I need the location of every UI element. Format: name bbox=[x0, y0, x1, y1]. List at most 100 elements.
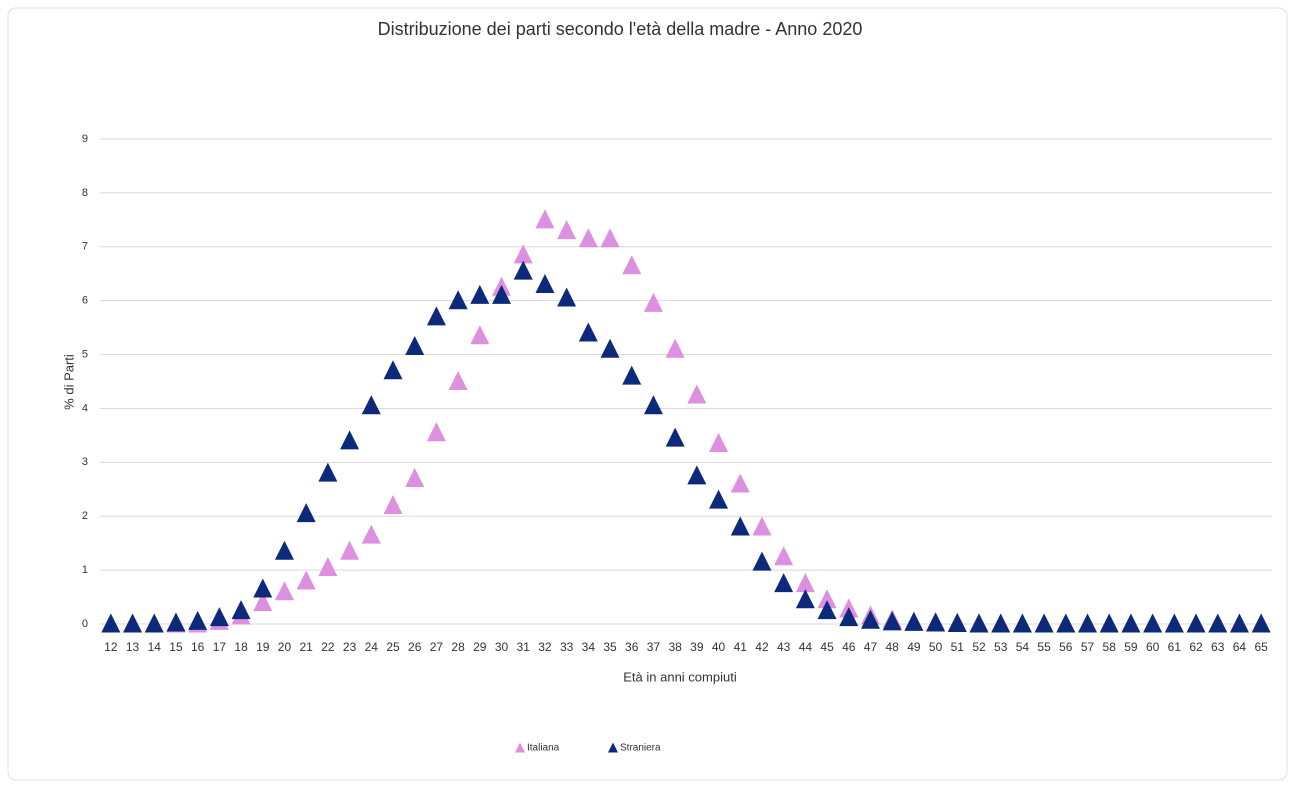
point-marker bbox=[340, 540, 360, 560]
x-tick-label: 25 bbox=[386, 640, 400, 654]
x-tick-label: 38 bbox=[668, 640, 682, 654]
point-marker bbox=[426, 422, 446, 442]
x-tick-label: 19 bbox=[256, 640, 270, 654]
point-marker bbox=[557, 220, 577, 240]
x-tick-label: 45 bbox=[820, 640, 834, 654]
point-marker bbox=[1078, 613, 1098, 633]
x-tick-label: 47 bbox=[864, 640, 878, 654]
point-marker bbox=[752, 551, 772, 571]
chart-frame bbox=[7, 7, 1288, 781]
point-marker bbox=[253, 591, 273, 611]
point-marker bbox=[253, 578, 273, 598]
point-marker bbox=[405, 336, 425, 356]
y-tick-label: 6 bbox=[82, 295, 88, 307]
x-tick-label: 34 bbox=[582, 640, 596, 654]
x-tick-label: 30 bbox=[495, 640, 509, 654]
point-marker bbox=[1099, 613, 1119, 633]
x-tick-label: 60 bbox=[1146, 640, 1160, 654]
point-marker bbox=[795, 573, 815, 593]
y-tick-label: 7 bbox=[82, 241, 88, 253]
point-marker bbox=[101, 613, 121, 633]
x-tick-label: 14 bbox=[148, 640, 162, 654]
x-tick-label: 46 bbox=[842, 640, 856, 654]
x-tick-label: 48 bbox=[886, 640, 900, 654]
point-marker bbox=[774, 546, 794, 566]
x-tick-label: 42 bbox=[755, 640, 769, 654]
point-marker bbox=[557, 287, 577, 307]
point-marker bbox=[448, 290, 468, 310]
y-tick-label: 9 bbox=[82, 133, 88, 145]
point-marker bbox=[209, 607, 229, 627]
x-tick-label: 15 bbox=[169, 640, 183, 654]
x-tick-label: 65 bbox=[1254, 640, 1268, 654]
x-tick-label: 61 bbox=[1168, 640, 1182, 654]
x-tick-label: 52 bbox=[972, 640, 986, 654]
point-marker bbox=[361, 395, 381, 415]
x-axis-label: Età in anni compiuti bbox=[623, 669, 737, 684]
point-marker bbox=[752, 516, 772, 536]
x-tick-label: 29 bbox=[473, 640, 487, 654]
point-marker bbox=[274, 540, 294, 560]
point-marker bbox=[166, 612, 186, 632]
point-marker bbox=[860, 609, 880, 629]
point-marker bbox=[578, 228, 598, 248]
x-tick-label: 16 bbox=[191, 640, 205, 654]
x-tick-label: 49 bbox=[907, 640, 921, 654]
point-marker bbox=[123, 613, 143, 633]
point-marker bbox=[274, 581, 294, 601]
point-marker bbox=[817, 589, 837, 609]
point-marker bbox=[622, 255, 642, 275]
point-marker bbox=[318, 462, 338, 482]
x-tick-label: 62 bbox=[1189, 640, 1203, 654]
point-marker bbox=[665, 338, 685, 358]
point-marker bbox=[340, 430, 360, 450]
legend-label: Italiana bbox=[527, 743, 560, 754]
x-tick-label: 20 bbox=[278, 640, 292, 654]
point-marker bbox=[188, 610, 208, 630]
x-tick-label: 64 bbox=[1233, 640, 1247, 654]
point-marker bbox=[426, 306, 446, 326]
point-marker bbox=[947, 613, 967, 633]
point-marker bbox=[535, 274, 555, 294]
point-marker bbox=[774, 573, 794, 593]
x-tick-label: 50 bbox=[929, 640, 943, 654]
x-tick-label: 18 bbox=[234, 640, 248, 654]
x-tick-label: 40 bbox=[712, 640, 726, 654]
point-marker bbox=[730, 516, 750, 536]
point-marker bbox=[383, 494, 403, 514]
point-marker bbox=[318, 556, 338, 576]
x-tick-label: 33 bbox=[560, 640, 574, 654]
x-tick-label: 41 bbox=[734, 640, 748, 654]
chart-title: Distribuzione dei parti secondo l'età de… bbox=[378, 19, 863, 39]
x-tick-label: 51 bbox=[951, 640, 965, 654]
point-marker bbox=[578, 322, 598, 342]
y-tick-label: 0 bbox=[82, 618, 88, 630]
x-tick-label: 39 bbox=[690, 640, 704, 654]
y-tick-label: 3 bbox=[82, 456, 88, 468]
x-tick-label: 59 bbox=[1124, 640, 1138, 654]
x-tick-label: 13 bbox=[126, 640, 140, 654]
y-tick-label: 4 bbox=[82, 402, 88, 414]
x-tick-label: 63 bbox=[1211, 640, 1225, 654]
point-marker bbox=[795, 589, 815, 609]
point-marker bbox=[144, 613, 164, 633]
point-marker bbox=[926, 612, 946, 632]
x-tick-label: 56 bbox=[1059, 640, 1073, 654]
point-marker bbox=[817, 600, 837, 620]
point-marker bbox=[622, 365, 642, 385]
point-marker bbox=[492, 284, 512, 304]
legend-marker bbox=[608, 742, 618, 753]
point-marker bbox=[470, 284, 490, 304]
point-marker bbox=[643, 292, 663, 312]
y-tick-label: 8 bbox=[82, 187, 88, 199]
x-tick-label: 24 bbox=[365, 640, 379, 654]
x-tick-label: 26 bbox=[408, 640, 422, 654]
x-tick-label: 22 bbox=[321, 640, 335, 654]
point-marker bbox=[1164, 613, 1184, 633]
point-marker bbox=[687, 465, 707, 485]
x-tick-label: 23 bbox=[343, 640, 357, 654]
x-tick-label: 17 bbox=[213, 640, 227, 654]
point-marker bbox=[882, 611, 902, 631]
legend-marker bbox=[515, 742, 525, 753]
